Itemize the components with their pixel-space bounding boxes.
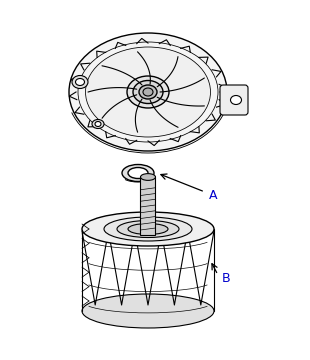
Text: B: B bbox=[222, 271, 231, 284]
Ellipse shape bbox=[95, 122, 101, 126]
Ellipse shape bbox=[231, 95, 241, 104]
Bar bbox=[140, 177, 156, 235]
Ellipse shape bbox=[86, 47, 210, 137]
Ellipse shape bbox=[133, 81, 163, 104]
Ellipse shape bbox=[76, 78, 85, 86]
Ellipse shape bbox=[128, 224, 168, 234]
Ellipse shape bbox=[128, 167, 148, 179]
Ellipse shape bbox=[92, 120, 104, 129]
Ellipse shape bbox=[127, 76, 169, 108]
Ellipse shape bbox=[143, 88, 153, 96]
Ellipse shape bbox=[69, 33, 227, 151]
Ellipse shape bbox=[140, 174, 156, 180]
Ellipse shape bbox=[72, 76, 88, 89]
Ellipse shape bbox=[104, 217, 192, 241]
FancyBboxPatch shape bbox=[220, 85, 248, 115]
Ellipse shape bbox=[82, 294, 214, 328]
Ellipse shape bbox=[139, 85, 157, 99]
Ellipse shape bbox=[117, 220, 179, 238]
Text: A: A bbox=[209, 189, 218, 202]
Ellipse shape bbox=[122, 165, 154, 181]
Ellipse shape bbox=[82, 212, 214, 246]
